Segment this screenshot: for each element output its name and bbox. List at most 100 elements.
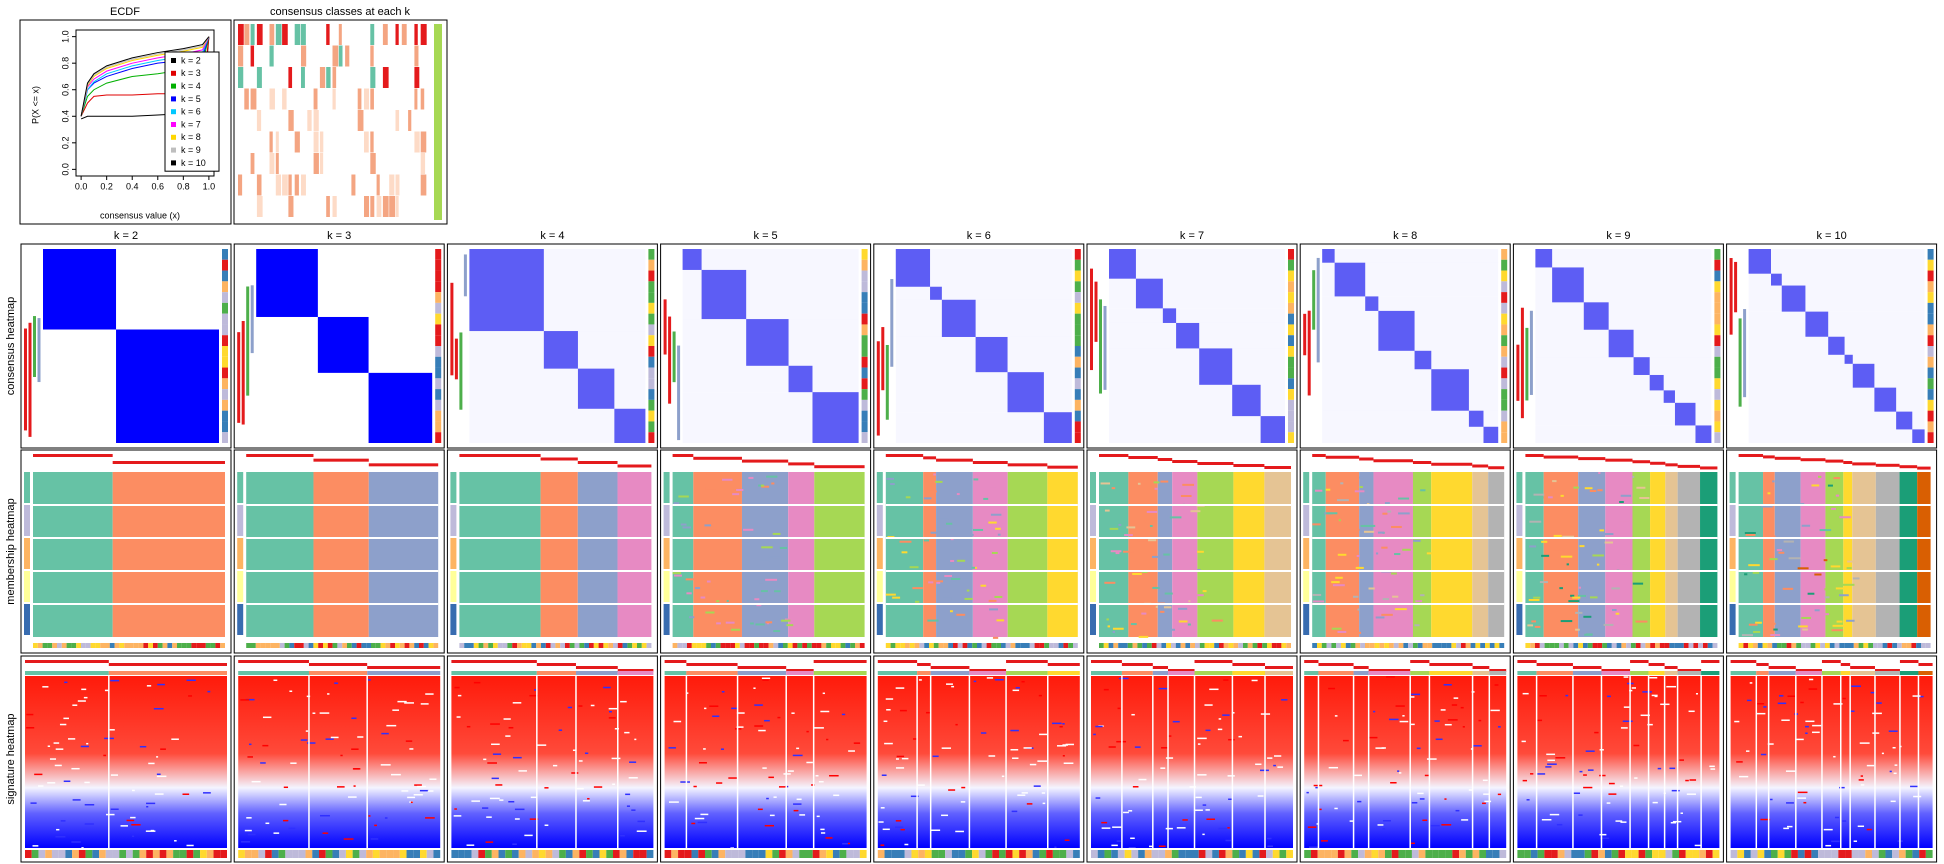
consensus-haze	[1748, 336, 1925, 355]
sig-speck	[1606, 802, 1611, 804]
sig-class-bar	[917, 671, 931, 675]
sig-speck	[247, 756, 253, 758]
sig-speck	[1101, 827, 1111, 829]
sig-bottom-anno	[406, 850, 414, 858]
sig-bottom-anno	[1005, 850, 1013, 858]
member-speck	[1207, 505, 1220, 508]
anno-strip	[1074, 389, 1081, 400]
sig-top-bar	[617, 669, 654, 672]
row-label: consensus heatmap	[5, 297, 17, 395]
sig-speck	[1209, 688, 1219, 691]
sig-bottom-anno	[678, 850, 685, 858]
anno-strip	[435, 410, 442, 422]
member-speck	[1773, 628, 1778, 631]
bottom-anno	[1127, 643, 1133, 648]
legend-swatch	[171, 96, 176, 102]
sig-class-bar	[1572, 671, 1602, 675]
sig-speck	[704, 707, 707, 710]
member-column	[1099, 472, 1129, 637]
sig-bottom-anno	[1905, 850, 1913, 858]
bottom-anno	[1195, 643, 1200, 648]
consensus-haze	[1322, 350, 1499, 370]
sig-speck	[487, 762, 497, 764]
consensus-haze	[1109, 278, 1285, 309]
anno-strip	[435, 421, 442, 433]
sig-bottom-anno	[139, 850, 147, 858]
anno-strip	[222, 270, 228, 282]
y-tick-label: 0.2	[60, 137, 70, 150]
consensus-block	[1431, 369, 1469, 411]
member-speck	[956, 493, 960, 496]
sig-bottom-anno	[985, 850, 993, 858]
bottom-anno	[986, 643, 992, 648]
sig-speck	[1349, 820, 1354, 822]
sig-speck	[736, 712, 745, 714]
sig-bottom-anno	[38, 850, 46, 858]
sig-speck	[1478, 719, 1482, 722]
bottom-anno	[1568, 643, 1574, 648]
consensus-block	[941, 299, 976, 337]
k-label: k = 2	[114, 230, 138, 242]
sig-bottom-anno	[1584, 850, 1592, 858]
class-cell	[313, 131, 319, 153]
member-column	[1128, 472, 1158, 637]
anno-strip	[1714, 324, 1721, 336]
sig-bottom-anno	[972, 850, 979, 858]
member-speck	[1632, 582, 1644, 585]
sig-speck	[1267, 845, 1273, 848]
sig-class-bar	[367, 671, 441, 675]
sig-bottom-anno	[1131, 850, 1139, 858]
anno-strip	[435, 367, 442, 379]
sig-bottom-anno	[898, 850, 905, 858]
member-speck	[1197, 568, 1201, 571]
sig-speck	[960, 801, 966, 803]
anno-strip	[1288, 259, 1294, 271]
sig-speck	[955, 723, 958, 726]
sig-bottom-anno	[1665, 850, 1673, 858]
bottom-anno	[1321, 643, 1327, 648]
member-speck	[1126, 526, 1136, 529]
sig-bottom-anno	[393, 850, 400, 858]
member-speck	[682, 526, 692, 529]
member-speck	[949, 610, 953, 613]
top-bar	[313, 458, 369, 462]
anno-strip	[1927, 249, 1934, 260]
k-label: k = 5	[754, 230, 778, 242]
sig-speck	[880, 807, 885, 809]
sig-speck	[731, 707, 738, 710]
sig-bottom-anno	[379, 850, 387, 858]
anno-strip	[1288, 410, 1294, 422]
sig-bottom-anno	[579, 850, 587, 858]
member-speck	[1413, 539, 1421, 542]
member-speck	[779, 546, 788, 549]
sig-speck	[1307, 826, 1317, 828]
anno-strip	[1501, 378, 1508, 390]
legend-label: k = 2	[181, 55, 201, 65]
anno-strip	[435, 313, 442, 325]
class-cell	[250, 153, 255, 174]
anno-strip	[222, 346, 228, 357]
sig-bottom-anno	[599, 850, 607, 858]
sig-bottom-anno	[45, 850, 52, 858]
sig-speck	[1709, 765, 1715, 768]
sig-speck	[951, 685, 955, 688]
sig-bottom-anno	[532, 850, 539, 858]
class-cell	[395, 110, 400, 131]
sig-speck	[1805, 732, 1808, 735]
anno-bar	[677, 345, 681, 441]
sig-speck	[1172, 720, 1180, 723]
consensus-haze	[1322, 296, 1499, 311]
sig-speck	[791, 712, 795, 714]
member-speck	[1153, 481, 1160, 484]
legend-label: k = 6	[181, 107, 201, 117]
member-speck	[716, 600, 720, 603]
anno-strip	[1714, 356, 1721, 368]
sig-bottom-anno	[1744, 850, 1751, 858]
sig-speck	[514, 808, 525, 811]
bottom-anno	[1607, 643, 1612, 648]
anno-bar	[1743, 309, 1747, 398]
class-cell	[269, 131, 273, 153]
row-anno	[237, 505, 244, 536]
sig-top-bar	[1821, 660, 1841, 663]
consensus-block	[1844, 354, 1853, 364]
